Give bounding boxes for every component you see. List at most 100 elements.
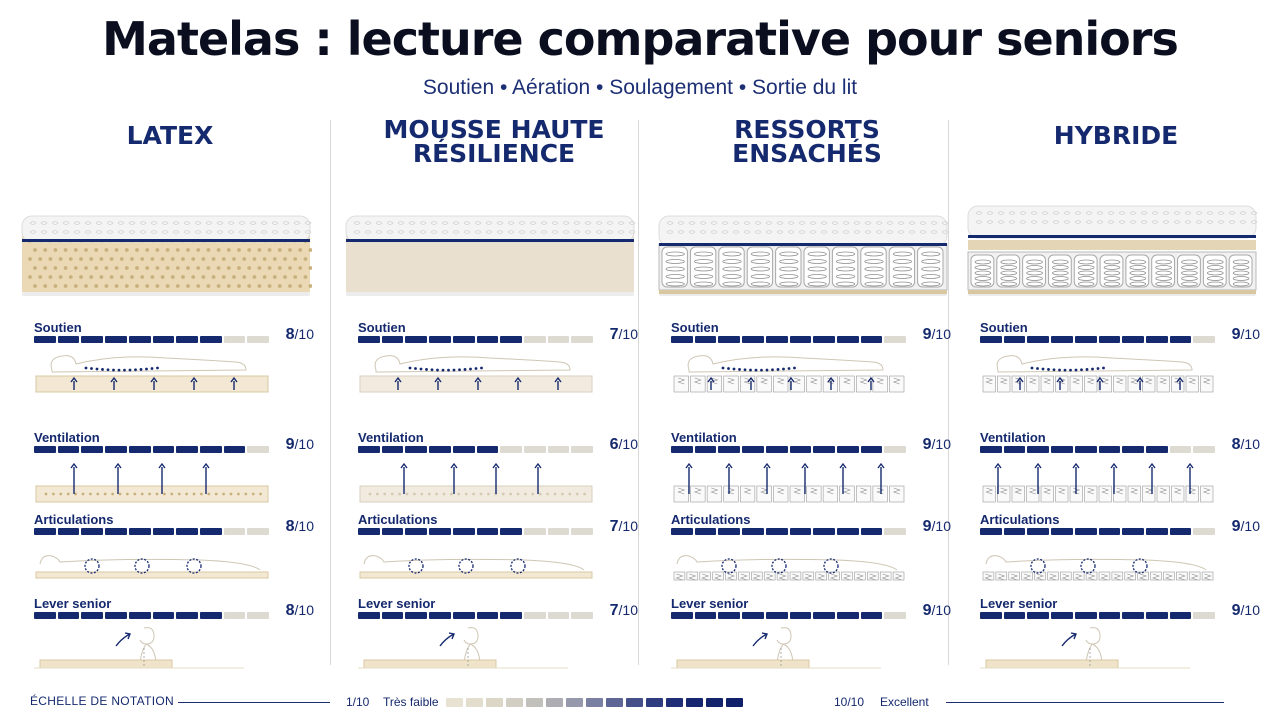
score-segment-filled: [105, 336, 127, 343]
metric-illustration: [359, 355, 593, 393]
legend-swatch: [566, 698, 583, 707]
metric-illustration: [980, 627, 1190, 669]
score-segment-filled: [1003, 612, 1026, 619]
score-segment-filled: [152, 612, 175, 619]
score-segment-filled: [694, 336, 717, 343]
page-subtitle: Soutien • Aération • Soulagement • Sorti…: [422, 76, 858, 99]
score-segment-empty: [884, 446, 907, 453]
score-segment-filled: [1122, 336, 1144, 343]
score-number: 8: [285, 602, 295, 619]
score-segment-empty: [884, 336, 907, 343]
score-segment-empty: [1193, 612, 1216, 619]
legend-line: [946, 702, 1224, 703]
spine-support-illustration: [359, 355, 593, 393]
score-value: 9/10: [923, 326, 951, 344]
score-segment-empty: [500, 446, 522, 453]
base-layer: [659, 290, 947, 294]
score-number: 8: [285, 518, 295, 535]
legend-swatch: [706, 698, 723, 707]
score-segment-filled: [836, 446, 859, 453]
score-segment-empty: [523, 528, 546, 535]
score-segment-filled: [789, 528, 812, 535]
score-segment-filled: [718, 528, 741, 535]
score-segment-filled: [199, 528, 222, 535]
metric-illustration: [359, 462, 593, 503]
score-bar: [358, 612, 594, 619]
mattress-illustration: [658, 215, 949, 296]
score-segment-filled: [980, 612, 1002, 619]
spine-support-illustration: [673, 355, 905, 393]
metric-support: Soutien 8/10: [34, 320, 314, 394]
quilt-pattern: [353, 221, 636, 234]
score-segment-filled: [742, 336, 764, 343]
score-number: 7: [609, 326, 619, 343]
score-bar: [358, 528, 594, 535]
score-segment-filled: [405, 446, 428, 453]
score-segment-filled: [452, 612, 475, 619]
score-value: 7/10: [610, 326, 638, 344]
score-segment-empty: [547, 336, 570, 343]
score-segment-empty: [523, 446, 546, 453]
score-segment-filled: [452, 446, 475, 453]
score-segment-filled: [671, 336, 693, 343]
metric-label: Soutien: [671, 320, 719, 335]
score-segment-filled: [1027, 446, 1050, 453]
metric-label: Articulations: [671, 512, 751, 527]
score-segment-filled: [128, 528, 151, 535]
score-segment-empty: [884, 528, 907, 535]
score-value: 8/10: [1232, 436, 1260, 454]
score-segment-filled: [718, 336, 741, 343]
score-segment-filled: [223, 446, 246, 453]
score-segment-filled: [429, 446, 451, 453]
score-segment-filled: [860, 446, 883, 453]
score-segment-empty: [547, 446, 570, 453]
score-segment-filled: [429, 612, 451, 619]
score-segment-filled: [405, 528, 428, 535]
score-segment-empty: [247, 612, 270, 619]
score-segment-filled: [476, 528, 499, 535]
score-segment-filled: [1122, 446, 1144, 453]
score-denominator: /10: [1240, 436, 1260, 452]
score-segment-empty: [1169, 446, 1192, 453]
score-segment-filled: [476, 446, 499, 453]
score-segment-filled: [429, 336, 451, 343]
score-value: 9/10: [923, 602, 951, 620]
navy-binding: [22, 239, 310, 242]
mattress-illustration: [967, 205, 1258, 296]
legend-swatch: [486, 698, 503, 707]
metric-illustration: [673, 555, 905, 581]
score-segment-filled: [1027, 528, 1050, 535]
score-segment-filled: [671, 612, 693, 619]
metric-illustration: [35, 555, 269, 579]
score-denominator: /10: [294, 326, 314, 342]
score-bar: [671, 612, 907, 619]
metric-label: Lever senior: [358, 596, 436, 611]
score-number: 9: [1231, 602, 1241, 619]
comfort-layer: [968, 240, 1256, 250]
mattress-illustration: [345, 215, 636, 296]
score-value: 6/10: [610, 436, 638, 454]
score-segment-filled: [694, 446, 717, 453]
score-denominator: /10: [294, 518, 314, 534]
score-segment-filled: [500, 612, 522, 619]
column-divider: [638, 120, 639, 665]
score-segment-empty: [247, 528, 270, 535]
score-segment-empty: [247, 336, 270, 343]
score-segment-filled: [57, 336, 80, 343]
score-segment-filled: [836, 336, 859, 343]
legend-swatch: [666, 698, 683, 707]
score-bar: [671, 336, 907, 343]
score-segment-filled: [1169, 612, 1192, 619]
score-segment-filled: [176, 446, 198, 453]
score-number: 6: [609, 436, 619, 453]
metric-getting-up: Lever senior 9/10: [671, 596, 951, 670]
quilted-top: [21, 215, 311, 243]
legend-color-scale: [446, 698, 743, 707]
score-segment-filled: [1051, 528, 1073, 535]
legend-swatch: [606, 698, 623, 707]
score-segment-filled: [1098, 612, 1121, 619]
score-segment-empty: [1193, 446, 1216, 453]
score-segment-filled: [718, 446, 741, 453]
score-segment-filled: [81, 612, 104, 619]
spring-pockets: [970, 254, 1253, 288]
